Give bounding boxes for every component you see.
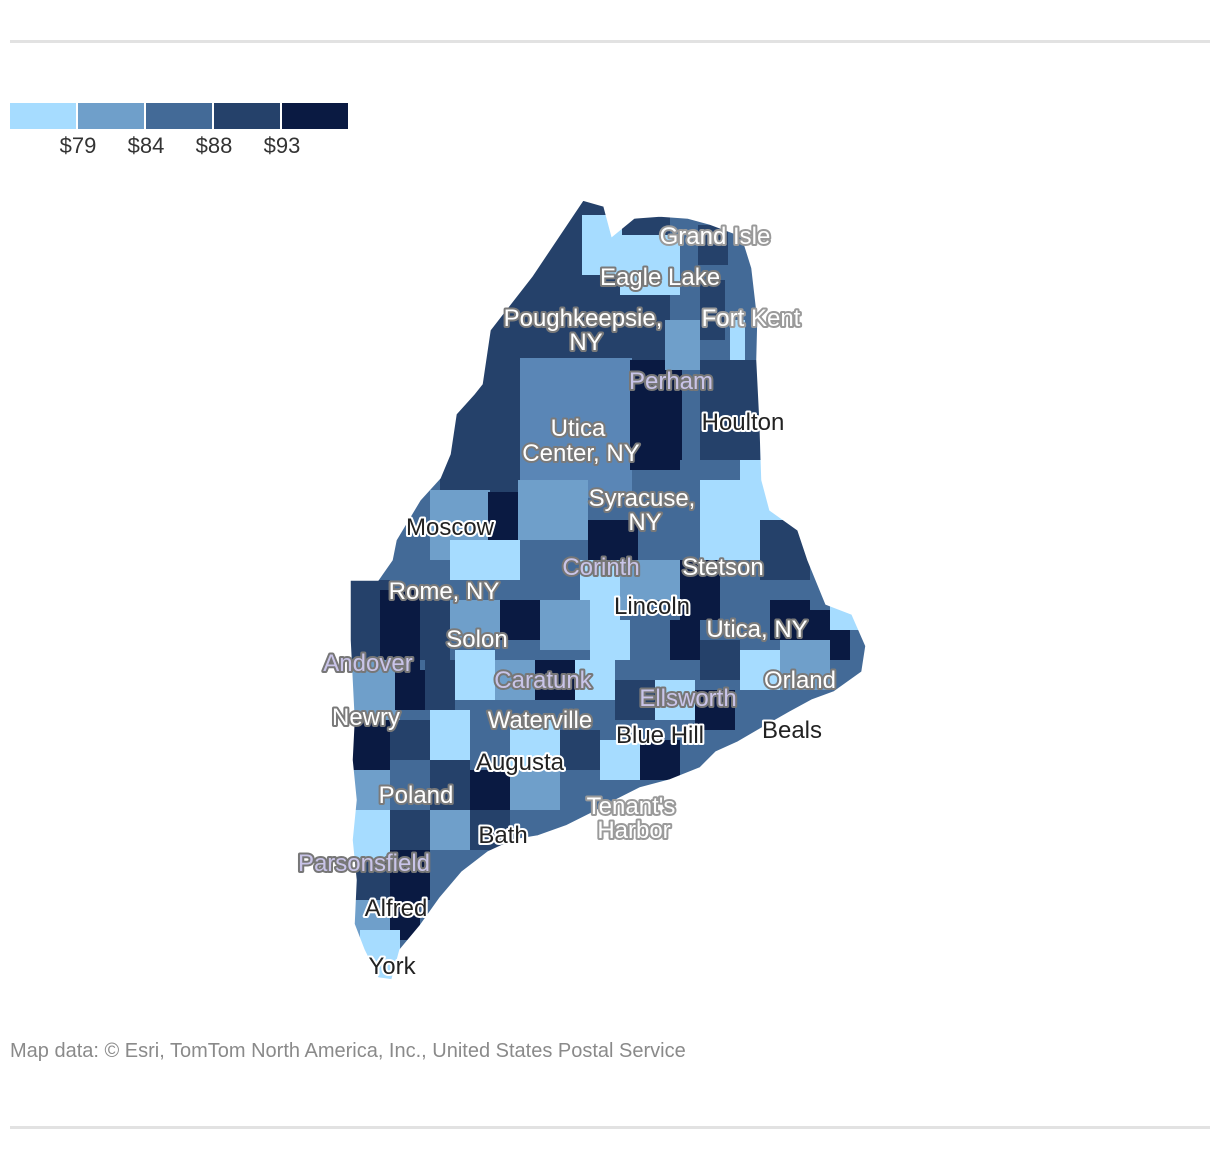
place-label: Syracuse, — [589, 485, 696, 512]
place-label: Fort Kent — [702, 305, 801, 332]
legend-tick-4: $93 — [263, 133, 301, 158]
top-rule — [10, 40, 1210, 43]
place-label: Bath — [478, 822, 527, 849]
color-legend: $79 $84 $88 $93 — [10, 103, 350, 159]
place-label: Houlton — [702, 409, 785, 436]
place-label: York — [368, 953, 416, 980]
place-label: Utica, NY — [706, 616, 807, 643]
place-label: Beals — [762, 717, 822, 744]
place-label: Grand Isle — [660, 223, 771, 250]
place-label: Caratunk — [494, 667, 592, 694]
place-label: Alfred — [365, 895, 428, 922]
place-label: Utica — [551, 415, 606, 442]
legend-swatch-4 — [214, 103, 280, 129]
place-label: Poland — [379, 782, 454, 809]
legend-swatch-2 — [78, 103, 144, 129]
place-label: Andover — [323, 650, 412, 677]
legend-tick-1: $79 — [59, 133, 97, 158]
place-label: NY — [628, 509, 661, 536]
legend-tick-3: $88 — [195, 133, 233, 158]
legend-swatch-3 — [146, 103, 212, 129]
place-label: NY — [569, 329, 602, 356]
place-label: Poughkeepsie, — [504, 305, 663, 332]
legend-swatch-1 — [10, 103, 76, 129]
map-source-credit: Map data: © Esri, TomTom North America, … — [10, 1040, 686, 1062]
bottom-rule — [10, 1126, 1210, 1129]
place-label: Orland — [764, 667, 836, 694]
place-label: Corinth — [562, 554, 639, 581]
place-label: Tenant's — [587, 793, 676, 820]
place-label: Eagle Lake — [600, 264, 720, 291]
place-label: Harbor — [597, 817, 670, 844]
place-label: Moscow — [406, 514, 495, 541]
place-label: Solon — [446, 626, 507, 653]
place-label: Lincoln — [614, 593, 690, 620]
place-labels: Grand Isle Eagle Lake Poughkeepsie, NY F… — [296, 221, 838, 982]
legend-swatch-5 — [282, 103, 348, 129]
legend-tick-2: $84 — [127, 133, 165, 158]
place-label: Perham — [629, 368, 713, 395]
place-label: Ellsworth — [639, 685, 736, 712]
state-outline — [349, 199, 867, 981]
place-label: Augusta — [476, 749, 565, 776]
place-label: Newry — [332, 704, 400, 731]
place-label: Stetson — [682, 554, 763, 581]
place-label: Blue Hill — [616, 722, 704, 749]
place-label: Parsonsfield — [298, 850, 430, 877]
place-label: Rome, NY — [389, 578, 500, 605]
place-label: Waterville — [488, 707, 592, 734]
place-label: Center, NY — [522, 440, 639, 467]
